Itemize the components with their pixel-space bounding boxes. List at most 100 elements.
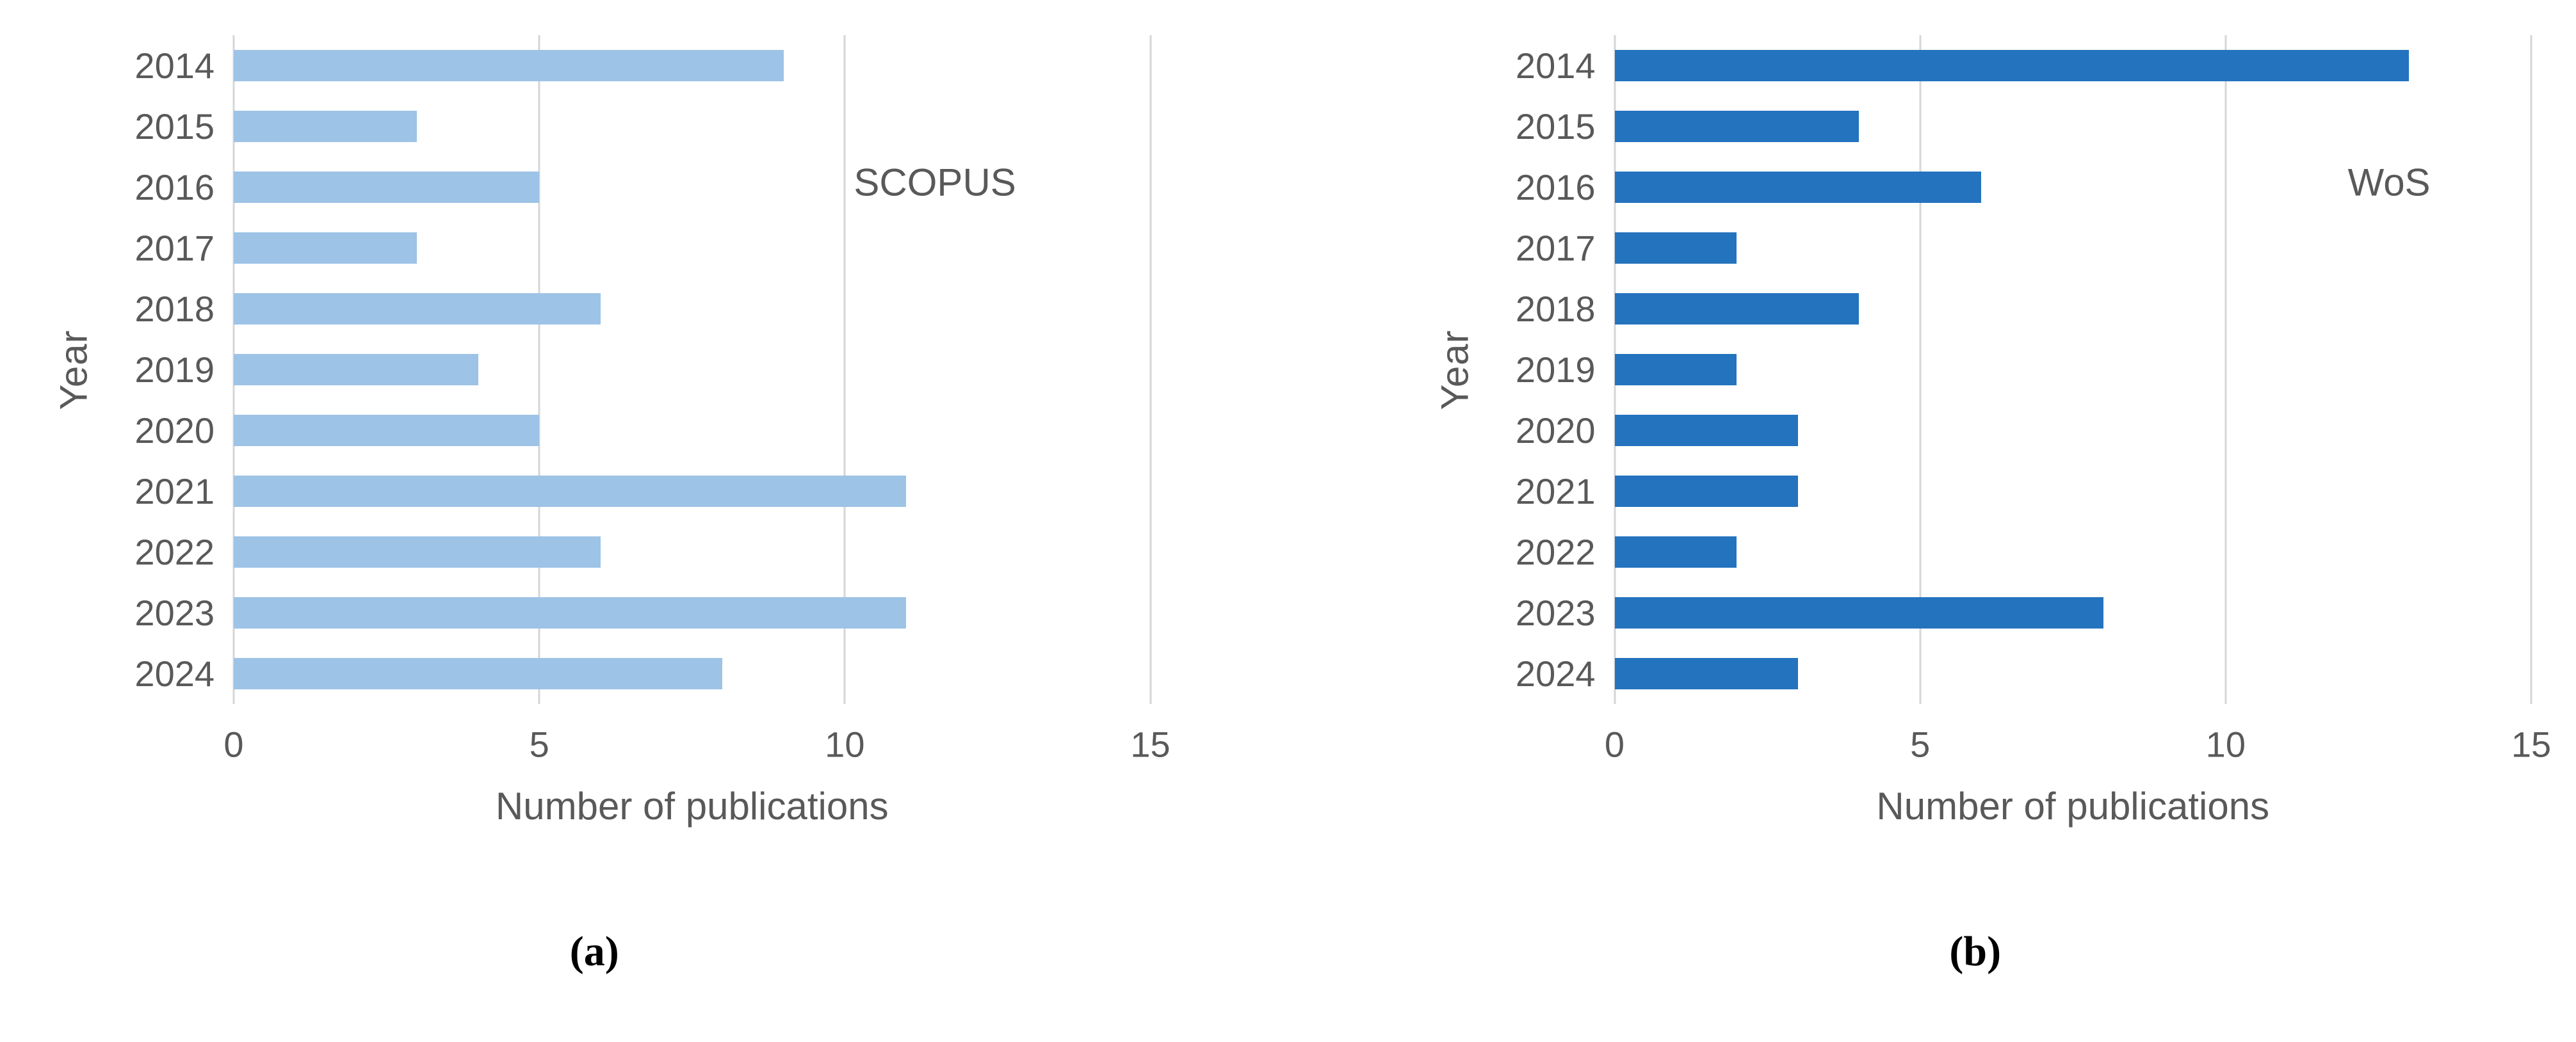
y-tick-label-2022: 2022 bbox=[134, 532, 215, 572]
x-tick-label-5: 5 bbox=[529, 724, 549, 765]
y-tick-label-2022: 2022 bbox=[1515, 532, 1596, 572]
bar-row-2017 bbox=[234, 218, 1151, 278]
x-tick-label-0: 0 bbox=[1604, 724, 1625, 765]
bar-row-2014 bbox=[1614, 35, 2532, 96]
gridline-15 bbox=[2530, 35, 2532, 704]
y-tick-label-2017: 2017 bbox=[1515, 228, 1596, 268]
x-tick-label-15: 15 bbox=[1130, 724, 1171, 765]
bar-2014 bbox=[234, 49, 784, 82]
bar-2016 bbox=[1614, 171, 1982, 204]
chart-grid-scopus: Year 2014 2015 2016 2017 2018 2019 2020 2021 202… bbox=[38, 35, 1171, 828]
bar-row-2018 bbox=[1614, 278, 2532, 339]
y-tick-label-2023: 2023 bbox=[1515, 593, 1596, 633]
x-tick-label-0: 0 bbox=[223, 724, 244, 765]
bar-row-2015 bbox=[1614, 96, 2532, 157]
y-tick-label-2019: 2019 bbox=[1515, 349, 1596, 390]
bar-2017 bbox=[1614, 232, 1737, 264]
bar-2018 bbox=[1614, 293, 1859, 325]
bar-row-2019 bbox=[1614, 339, 2532, 400]
bar-row-2023 bbox=[1614, 582, 2532, 643]
bar-row-2016 bbox=[1614, 157, 2532, 218]
chart-panel-scopus: Year 2014 2015 2016 2017 2018 2019 2020 2021 202… bbox=[38, 35, 1171, 1042]
bar-row-2015 bbox=[234, 96, 1151, 157]
bar-2019 bbox=[1614, 353, 1737, 386]
bar-row-2019 bbox=[234, 339, 1151, 400]
bar-2022 bbox=[1614, 536, 1737, 568]
y-tick-label-2015: 2015 bbox=[134, 106, 215, 147]
panel-caption-a: (a) bbox=[569, 928, 619, 975]
plot-area-wos: WoS bbox=[1614, 35, 2532, 704]
bar-row-2021 bbox=[234, 461, 1151, 522]
y-tick-label-2015: 2015 bbox=[1515, 106, 1596, 147]
x-axis-title: Number of publications bbox=[495, 785, 889, 828]
chart-panel-wos: Year 2014 2015 2016 2017 2018 2019 2020 2021 202… bbox=[1420, 35, 2551, 1042]
bar-2022 bbox=[234, 536, 601, 568]
y-axis-title-cell: Year bbox=[38, 35, 109, 704]
bar-2020 bbox=[234, 414, 540, 447]
y-tick-label-2021: 2021 bbox=[1515, 471, 1596, 511]
bar-series-scopus bbox=[234, 35, 1151, 704]
x-tick-label-15: 15 bbox=[2511, 724, 2552, 765]
bar-row-2020 bbox=[1614, 400, 2532, 461]
x-tick-labels: 0 5 10 15 bbox=[1605, 704, 2551, 778]
bar-row-2022 bbox=[234, 522, 1151, 582]
gridline-5 bbox=[538, 35, 540, 704]
series-annotation-wos: WoS bbox=[2347, 161, 2431, 204]
x-tick-labels: 0 5 10 15 bbox=[223, 704, 1170, 778]
chart-grid-wos: Year 2014 2015 2016 2017 2018 2019 2020 2021 202… bbox=[1420, 35, 2551, 828]
y-tick-label-2020: 2020 bbox=[1515, 410, 1596, 451]
bar-2024 bbox=[1614, 657, 1798, 690]
y-tick-label-2018: 2018 bbox=[134, 289, 215, 329]
bar-2020 bbox=[1614, 414, 1798, 447]
y-tick-labels: 2014 2015 2016 2017 2018 2019 2020 2021 2022 2023… bbox=[1490, 35, 1615, 704]
bar-series-wos bbox=[1614, 35, 2532, 704]
bar-row-2018 bbox=[234, 278, 1151, 339]
bar-row-2021 bbox=[1614, 461, 2532, 522]
bar-2024 bbox=[234, 657, 723, 690]
bar-row-2016 bbox=[234, 157, 1151, 218]
y-axis-title: Year bbox=[52, 329, 95, 410]
bar-row-2017 bbox=[1614, 218, 2532, 278]
bar-2019 bbox=[234, 353, 478, 386]
bar-2023 bbox=[234, 597, 906, 629]
y-tick-label-2014: 2014 bbox=[1515, 45, 1596, 86]
y-tick-label-2024: 2024 bbox=[1515, 653, 1596, 694]
bar-row-2023 bbox=[234, 582, 1151, 643]
series-annotation-scopus: SCOPUS bbox=[854, 161, 1016, 204]
y-tick-label-2020: 2020 bbox=[134, 410, 215, 451]
x-tick-label-10: 10 bbox=[2205, 724, 2246, 765]
gridline-5 bbox=[1919, 35, 1922, 704]
bar-2015 bbox=[1614, 110, 1859, 143]
bar-row-2014 bbox=[234, 35, 1151, 96]
plot-area-scopus: SCOPUS bbox=[232, 35, 1151, 704]
y-tick-label-2018: 2018 bbox=[1515, 289, 1596, 329]
bar-2014 bbox=[1614, 49, 2410, 82]
y-tick-label-2014: 2014 bbox=[134, 45, 215, 86]
y-tick-label-2016: 2016 bbox=[134, 167, 215, 207]
bar-2023 bbox=[1614, 597, 2103, 629]
bar-row-2020 bbox=[234, 400, 1151, 461]
y-tick-label-2016: 2016 bbox=[1515, 167, 1596, 207]
bar-row-2024 bbox=[234, 643, 1151, 704]
gridline-10 bbox=[2224, 35, 2227, 704]
bar-2018 bbox=[234, 293, 601, 325]
x-tick-label-10: 10 bbox=[825, 724, 865, 765]
y-axis-title-cell: Year bbox=[1420, 35, 1490, 704]
gridline-10 bbox=[843, 35, 846, 704]
bar-row-2024 bbox=[1614, 643, 2532, 704]
gridline-15 bbox=[1149, 35, 1151, 704]
panel-caption-b: (b) bbox=[1949, 928, 2002, 975]
y-tick-label-2019: 2019 bbox=[134, 349, 215, 390]
bar-2021 bbox=[234, 475, 906, 508]
bar-2016 bbox=[234, 171, 540, 204]
y-tick-label-2021: 2021 bbox=[134, 471, 215, 511]
bar-2017 bbox=[234, 232, 417, 264]
y-tick-label-2023: 2023 bbox=[134, 593, 215, 633]
y-tick-label-2024: 2024 bbox=[134, 653, 215, 694]
bar-2015 bbox=[234, 110, 417, 143]
y-tick-labels: 2014 2015 2016 2017 2018 2019 2020 2021 2022 2023… bbox=[109, 35, 234, 704]
bar-row-2022 bbox=[1614, 522, 2532, 582]
x-tick-label-5: 5 bbox=[1910, 724, 1931, 765]
x-axis-title: Number of publications bbox=[1876, 785, 2270, 828]
